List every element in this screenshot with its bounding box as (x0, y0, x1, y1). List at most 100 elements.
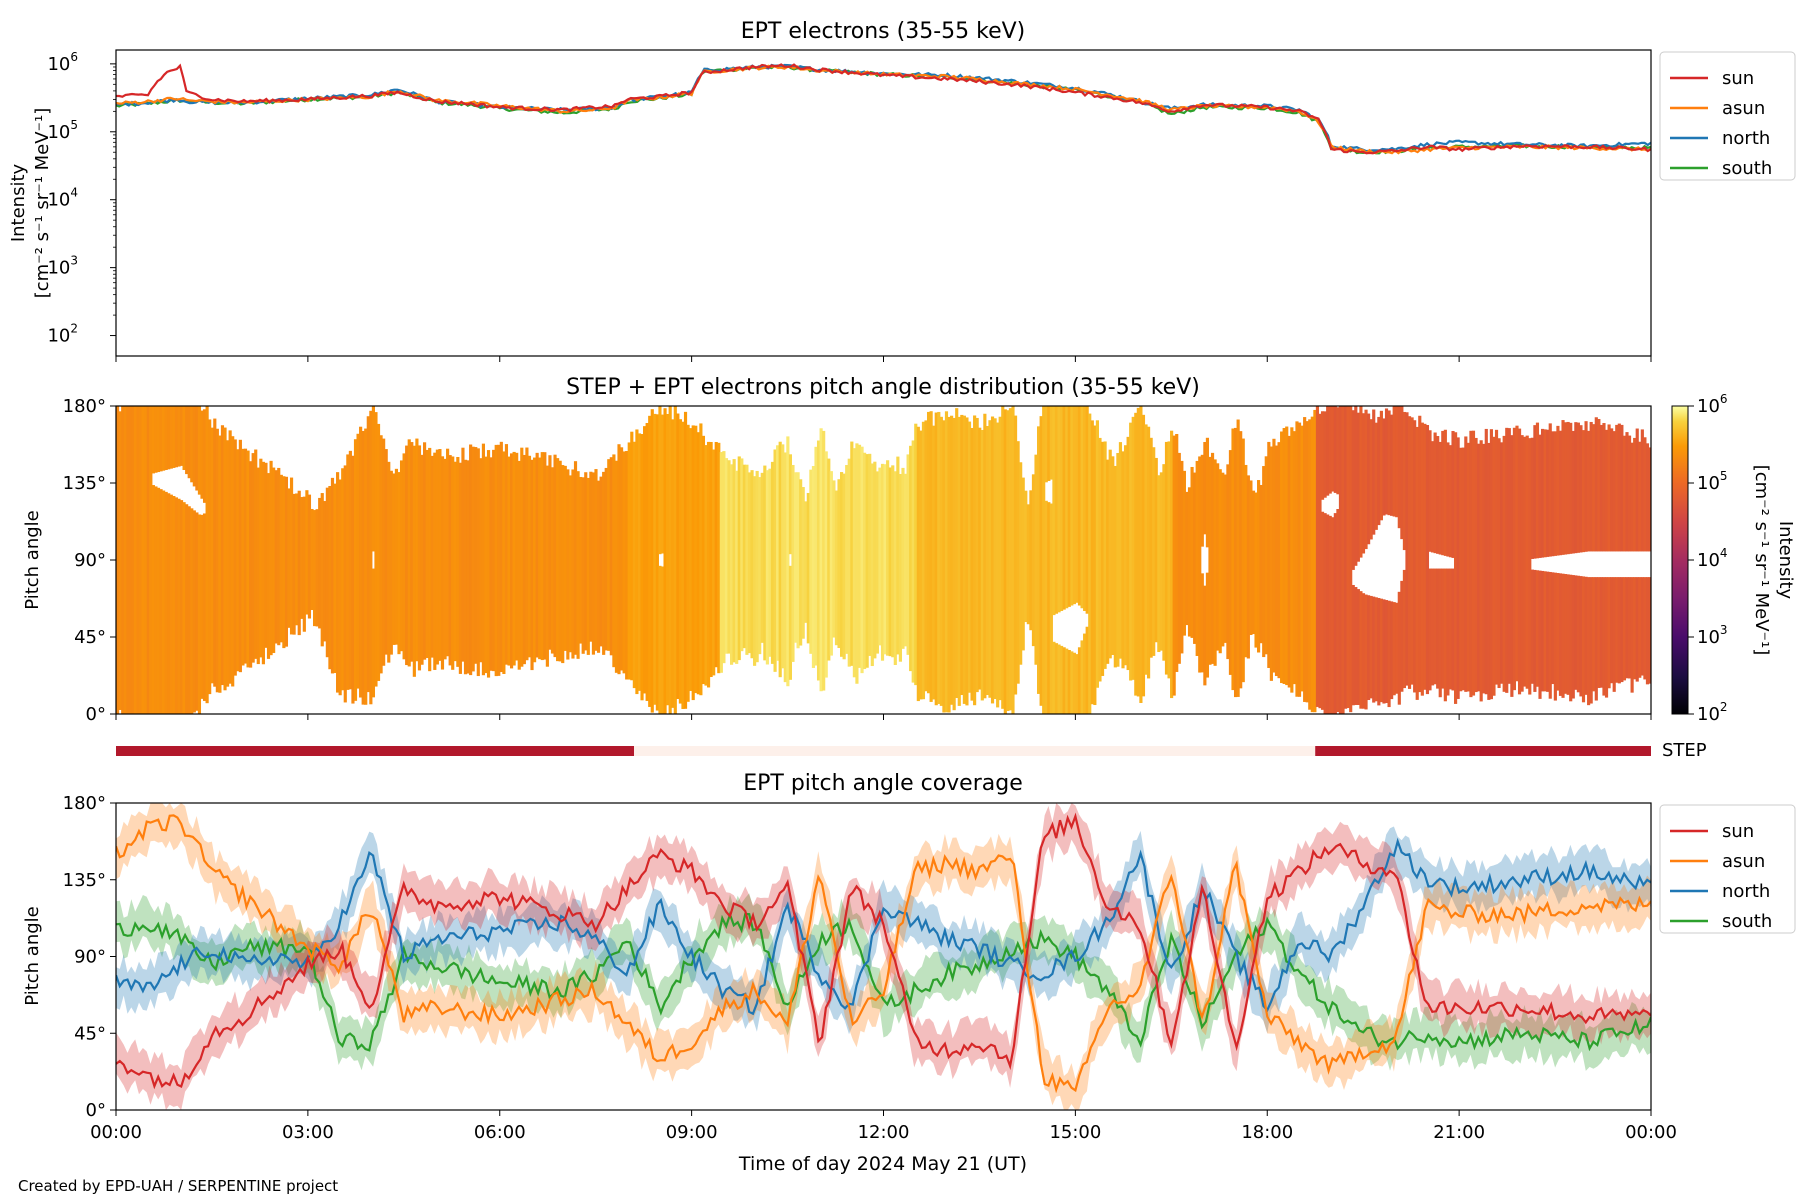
heatmap-cell (394, 468, 399, 645)
heatmap-cell (1331, 517, 1335, 714)
heatmap-cell (919, 430, 923, 700)
heatmap-cell (722, 451, 726, 664)
heatmap-cell (1471, 430, 1476, 696)
heatmap-cell (709, 441, 713, 678)
heatmap-cell (1326, 514, 1330, 714)
heatmap-cell (740, 458, 744, 652)
panel1-title: EPT electrons (35-55 keV) (741, 19, 1026, 44)
heatmap-cell (356, 433, 360, 689)
heatmap-cell (793, 472, 798, 643)
heatmap-cell (1477, 443, 1481, 692)
heatmap-cell (269, 460, 273, 656)
heatmap-cell (1218, 469, 1222, 654)
heatmap-cell (1584, 576, 1588, 695)
heatmap-cell (1543, 571, 1547, 692)
heatmap-cell (645, 423, 649, 701)
heatmap-cell (1420, 422, 1424, 696)
heatmap-cell (1272, 438, 1276, 673)
x-axis-label: Time of day 2024 May 21 (UT) (738, 1153, 1027, 1175)
heatmap-cell (1517, 428, 1522, 695)
heatmap-cell (1108, 449, 1112, 659)
heatmap-cell (1323, 411, 1327, 498)
heatmap-cell (1049, 503, 1053, 714)
heatmap-cell (1154, 457, 1158, 643)
heatmap-cell (737, 456, 741, 661)
heatmap-cell (1617, 577, 1621, 684)
heatmap-cell (1367, 413, 1371, 545)
heatmap-cell (801, 487, 805, 639)
heatmap-cell (883, 464, 887, 655)
heatmap-cell (865, 454, 869, 668)
heatmap-cell (382, 438, 386, 666)
heatmap-cell (934, 412, 938, 706)
heatmap-cell (1558, 573, 1563, 696)
heatmap-cell (1543, 429, 1547, 558)
colorbar-tick-label: 103 (1697, 623, 1728, 648)
heatmap-cell (1525, 435, 1529, 689)
legend-label-south: south (1722, 911, 1772, 932)
heatmap-cell (415, 438, 419, 662)
heatmap-cell (162, 406, 166, 471)
heatmap-cell (287, 488, 291, 628)
heatmap-cell (1372, 409, 1376, 535)
heatmap-cell (1136, 407, 1140, 697)
heatmap-cell (1602, 423, 1606, 552)
heatmap-cell (1379, 410, 1383, 521)
heatmap-cell (1344, 406, 1348, 709)
coverage-band-asun (116, 803, 1651, 1110)
heatmap-cell (1164, 441, 1169, 675)
heatmap-cell (967, 421, 972, 693)
heatmap-cell (1492, 436, 1496, 696)
heatmap-cell (1484, 428, 1488, 695)
heatmap-cell (1054, 406, 1059, 614)
heatmap-cell (167, 493, 171, 714)
heatmap-cell (985, 426, 989, 696)
heatmap-cell (788, 565, 792, 680)
heatmap-cell (1599, 424, 1603, 552)
heatmap-cell (328, 485, 332, 670)
heatmap-cell (686, 424, 690, 702)
heatmap-cell (1551, 431, 1555, 557)
heatmap-cell (763, 465, 767, 661)
heatmap-cell (1315, 406, 1320, 707)
heatmap-cell (533, 457, 537, 663)
heatmap-cell (202, 513, 207, 701)
heatmap-cell (179, 406, 184, 466)
heatmap-cell (1469, 430, 1473, 698)
heatmap-cell (1597, 577, 1601, 688)
heatmap-cell (553, 454, 557, 658)
panel2-ylabel: Pitch angle (22, 510, 43, 609)
heatmap-cell (1510, 435, 1514, 697)
heatmap-cell (156, 406, 161, 473)
heatmap-cell (855, 443, 859, 684)
heatmap-cell (1369, 419, 1373, 540)
heatmap-cell (246, 450, 250, 668)
heatmap-cell (1103, 441, 1107, 669)
heatmap-cell (179, 500, 184, 714)
heatmap-cell (1200, 454, 1204, 547)
heatmap-cell (443, 458, 447, 660)
coverage-panel: EPT pitch angle coverage 0° 45° 90° 135° 180… (22, 771, 1796, 1143)
heatmap-cell (1019, 462, 1023, 665)
heatmap-cell (116, 406, 120, 714)
heatmap-cell (330, 477, 335, 674)
heatmap-cell (1620, 424, 1624, 552)
heatmap-cell (694, 425, 698, 694)
heatmap-cell (1569, 422, 1573, 554)
heatmap-cell (1387, 600, 1391, 708)
heatmap-cell (1008, 408, 1013, 711)
heatmap-cell (1648, 577, 1651, 684)
heatmap-cell (1645, 443, 1650, 552)
heatmap-cell (1569, 574, 1573, 702)
heatmap-cell (1098, 437, 1102, 682)
heatmap-cell (622, 451, 626, 674)
heatmap-cell (266, 473, 271, 659)
heatmap-cell (1067, 650, 1071, 714)
heatmap-cell (458, 462, 462, 674)
heatmap-cell (1369, 595, 1373, 699)
heatmap-cell (1423, 423, 1427, 690)
heatmap-cell (1241, 438, 1245, 683)
heatmap-cell (154, 406, 158, 473)
heatmap-cell (1262, 466, 1266, 658)
heatmap-cell (131, 406, 135, 714)
